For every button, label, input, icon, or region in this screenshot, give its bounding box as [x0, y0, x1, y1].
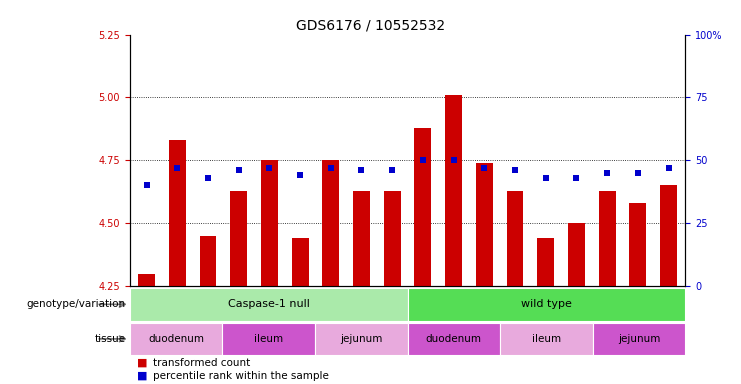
- Text: tissue: tissue: [95, 334, 126, 344]
- Point: [233, 167, 245, 174]
- Bar: [593, 323, 685, 355]
- Text: percentile rank within the sample: percentile rank within the sample: [153, 371, 329, 381]
- Text: duodenum: duodenum: [426, 334, 482, 344]
- Point: [509, 167, 521, 174]
- Bar: [199, 236, 216, 286]
- Bar: [230, 190, 247, 286]
- Text: ileum: ileum: [254, 334, 283, 344]
- Bar: [353, 190, 370, 286]
- Text: GDS6176 / 10552532: GDS6176 / 10552532: [296, 18, 445, 32]
- Bar: [599, 190, 616, 286]
- Text: ■: ■: [137, 371, 147, 381]
- Bar: [445, 95, 462, 286]
- Point: [264, 165, 276, 171]
- Point: [141, 182, 153, 189]
- Point: [479, 165, 491, 171]
- Point: [294, 172, 306, 179]
- Point: [171, 165, 183, 171]
- Bar: [138, 273, 155, 286]
- Point: [356, 167, 368, 174]
- Point: [632, 170, 644, 176]
- Bar: [476, 163, 493, 286]
- Text: transformed count: transformed count: [153, 358, 250, 368]
- Bar: [130, 288, 408, 321]
- Text: jejunum: jejunum: [618, 334, 660, 344]
- Bar: [322, 161, 339, 286]
- Bar: [292, 238, 308, 286]
- Point: [539, 175, 551, 181]
- Bar: [414, 127, 431, 286]
- Bar: [222, 323, 315, 355]
- Bar: [315, 323, 408, 355]
- Bar: [568, 223, 585, 286]
- Text: ■: ■: [137, 358, 147, 368]
- Text: ileum: ileum: [532, 334, 561, 344]
- Bar: [537, 238, 554, 286]
- Bar: [130, 323, 222, 355]
- Point: [325, 165, 336, 171]
- Point: [571, 175, 582, 181]
- Bar: [408, 323, 500, 355]
- Text: duodenum: duodenum: [148, 334, 204, 344]
- Bar: [660, 185, 677, 286]
- Bar: [629, 203, 646, 286]
- Bar: [507, 190, 523, 286]
- Text: jejunum: jejunum: [340, 334, 382, 344]
- Bar: [408, 288, 685, 321]
- Bar: [500, 323, 593, 355]
- Text: genotype/variation: genotype/variation: [27, 299, 126, 310]
- Point: [662, 165, 674, 171]
- Bar: [261, 161, 278, 286]
- Point: [386, 167, 398, 174]
- Text: Caspase-1 null: Caspase-1 null: [227, 299, 310, 310]
- Point: [417, 157, 429, 164]
- Bar: [169, 140, 186, 286]
- Bar: [384, 190, 401, 286]
- Point: [448, 157, 459, 164]
- Text: wild type: wild type: [521, 299, 572, 310]
- Point: [601, 170, 613, 176]
- Point: [202, 175, 214, 181]
